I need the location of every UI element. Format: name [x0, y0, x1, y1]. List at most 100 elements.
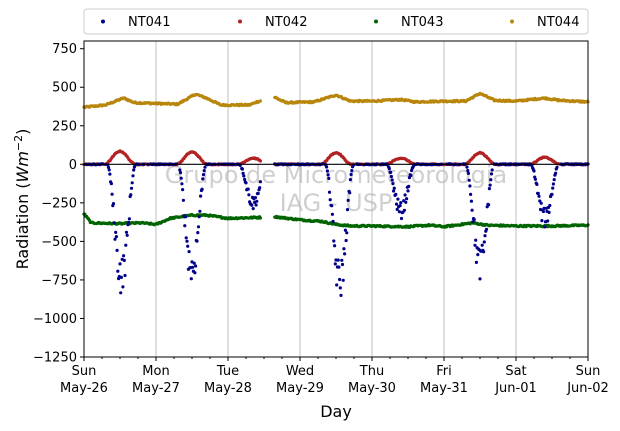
- legend-marker-NT041: [101, 19, 105, 24]
- data-point-NT041: [131, 174, 135, 178]
- data-point-NT041: [258, 180, 262, 184]
- data-point-NT041: [333, 262, 337, 266]
- data-point-NT041: [407, 184, 411, 188]
- data-point-NT041: [243, 177, 247, 182]
- data-point-NT041: [469, 192, 473, 196]
- data-point-NT041: [258, 186, 262, 190]
- x-tick-label-date: May-28: [204, 381, 252, 396]
- data-point-NT041: [106, 165, 111, 169]
- y-tick-label: −1250: [33, 351, 77, 366]
- data-point-NT041: [328, 198, 332, 202]
- data-point-NT041: [335, 283, 339, 287]
- data-point-NT044: [258, 99, 262, 103]
- data-point-NT041: [201, 173, 206, 177]
- data-point-NT041: [193, 271, 197, 275]
- data-point-NT041: [487, 187, 491, 191]
- data-point-NT041: [389, 170, 393, 174]
- data-point-NT041: [178, 168, 182, 172]
- data-point-NT041: [467, 178, 471, 182]
- data-point-NT041: [124, 243, 128, 247]
- x-tick-label-date: Jun-01: [494, 381, 537, 396]
- y-tick-label: 0: [69, 158, 77, 173]
- data-point-NT041: [390, 178, 394, 182]
- data-point-NT041: [114, 230, 118, 234]
- data-point-NT041: [345, 231, 349, 235]
- data-point-NT041: [387, 167, 391, 171]
- data-point-NT041: [192, 261, 196, 265]
- data-point-NT041: [340, 258, 344, 262]
- x-tick-label-weekday: Tue: [216, 364, 239, 379]
- data-point-NT041: [394, 192, 398, 196]
- data-point-NT041: [339, 293, 343, 297]
- x-tick-label-weekday: Sat: [505, 364, 526, 379]
- y-axis-title-unit: Wm: [13, 151, 32, 182]
- data-point-NT041: [325, 169, 329, 173]
- data-point-NT041: [540, 219, 544, 223]
- data-point-NT041: [199, 194, 203, 198]
- data-point-NT041: [389, 174, 393, 179]
- x-tick-label-date: May-26: [60, 381, 108, 396]
- legend-marker-NT042: [238, 19, 242, 24]
- data-point-NT041: [333, 244, 337, 248]
- y-axis-title-close: ): [13, 129, 32, 135]
- data-point-NT041: [119, 291, 123, 295]
- data-point-NT041: [533, 177, 538, 181]
- legend-label-NT042: NT042: [265, 15, 307, 30]
- data-point-NT041: [406, 189, 410, 193]
- y-tick-label: 250: [52, 119, 77, 134]
- data-point-NT041: [555, 165, 559, 169]
- data-point-NT041: [178, 171, 183, 175]
- data-point-NT041: [343, 228, 347, 232]
- data-point-NT041: [543, 225, 547, 229]
- data-point-NT041: [348, 178, 352, 182]
- data-point-NT041: [551, 182, 556, 186]
- data-point-NT041: [473, 243, 477, 247]
- data-point-NT041: [483, 234, 487, 238]
- data-point-NT041: [541, 209, 546, 214]
- data-point-NT041: [489, 172, 494, 176]
- data-point-NT041: [242, 174, 246, 178]
- data-point-NT041: [326, 173, 330, 177]
- y-axis-title: Radiation (Wm−2): [12, 129, 32, 270]
- data-point-NT041: [194, 264, 198, 268]
- data-point-NT041: [116, 269, 120, 273]
- data-point-NT041: [185, 239, 189, 243]
- data-point-NT041: [107, 168, 111, 172]
- data-point-NT041: [470, 208, 474, 212]
- data-point-NT041: [396, 197, 400, 201]
- data-point-NT041: [349, 172, 353, 177]
- x-tick-label-date: Jun-02: [566, 381, 609, 396]
- data-point-NT041: [244, 181, 248, 185]
- data-point-NT041: [551, 186, 555, 190]
- data-point-NT041: [108, 172, 112, 176]
- data-point-NT041: [398, 204, 402, 208]
- data-point-NT041: [124, 230, 129, 234]
- data-point-NT041: [183, 224, 187, 228]
- data-point-NT041: [468, 184, 472, 188]
- data-point-NT041: [127, 220, 131, 224]
- data-point-NT041: [123, 273, 127, 278]
- x-tick-label-weekday: Sun: [72, 364, 97, 379]
- data-point-NT041: [130, 181, 134, 185]
- data-point-NT041: [127, 217, 131, 221]
- data-point-NT041: [482, 250, 486, 254]
- data-point-NT041: [469, 199, 473, 203]
- x-tick-label-weekday: Wed: [286, 364, 314, 379]
- data-point-NT041: [532, 169, 536, 173]
- x-tick-label-date: May-30: [348, 381, 396, 396]
- data-point-NT041: [196, 231, 200, 235]
- data-point-NT041: [539, 201, 543, 205]
- data-point-NT041: [132, 168, 136, 172]
- data-point-NT041: [122, 254, 126, 258]
- y-tick-label: −750: [41, 273, 77, 288]
- data-point-NT041: [476, 253, 480, 257]
- data-point-NT043: [258, 216, 262, 220]
- series-NT044: [82, 91, 590, 110]
- y-tick-label: 500: [52, 81, 77, 96]
- data-point-NT041: [550, 192, 554, 196]
- data-point-NT041: [489, 178, 493, 182]
- legend-label-NT044: NT044: [537, 15, 579, 30]
- x-axis: Sun May-26 Mon May-27 Tue May-28 Wed May-29 Thu M…: [60, 357, 609, 396]
- data-point-NT041: [490, 168, 494, 172]
